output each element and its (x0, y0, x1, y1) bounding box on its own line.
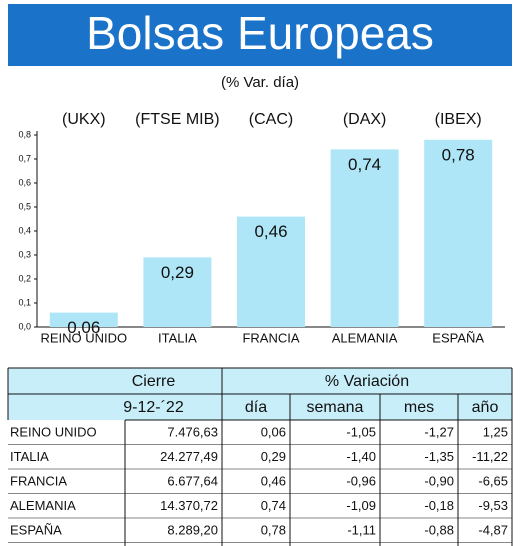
table-cell: -11,22 (472, 449, 508, 464)
table-cell: -9,53 (478, 498, 508, 513)
ticker-label: (DAX) (343, 111, 387, 128)
table-cell: 6.677,64 (167, 474, 218, 489)
x-tick-label: REINO UNIDO (40, 330, 127, 345)
table-cell: 0,29 (261, 449, 286, 464)
value-label: 0,06 (67, 318, 100, 337)
table-cell: -0,90 (424, 474, 454, 489)
y-tick-label: 0,1 (18, 297, 31, 307)
table-cell: -1,40 (346, 449, 376, 464)
row-label: ALEMANIA (10, 498, 76, 513)
table-cell: -1,27 (424, 425, 454, 440)
ticker-label: (IBEX) (435, 111, 482, 128)
bar (424, 139, 493, 327)
table-cell: -1,09 (346, 498, 376, 513)
row-label: ITALIA (10, 449, 49, 464)
y-tick-label: 0,7 (18, 153, 31, 163)
y-tick-label: 0,2 (18, 273, 31, 283)
y-tick-label: 0,3 (18, 249, 31, 259)
bar (143, 257, 212, 327)
table-cell: 1,25 (483, 425, 508, 440)
table-cell: 0,78 (261, 523, 286, 538)
table-column-header: mes (404, 399, 434, 416)
table-cell: 0,46 (261, 474, 286, 489)
y-tick-label: 0,8 (18, 129, 31, 139)
value-label: 0,78 (442, 145, 475, 164)
bar (49, 312, 118, 327)
row-label: ESPAÑA (10, 523, 62, 538)
y-tick-label: 0,6 (18, 177, 31, 187)
table-column-header: año (472, 399, 499, 416)
ticker-label: (UKX) (62, 111, 106, 128)
value-label: 0,46 (254, 222, 287, 241)
table-group-header: Cierre (132, 373, 176, 390)
table-cell: -1,05 (346, 425, 376, 440)
table-cell: 0,74 (261, 498, 286, 513)
table-cell: 8.289,20 (167, 523, 218, 538)
table-column-header: día (245, 399, 267, 416)
table-column-header: 9-12-´22 (123, 399, 184, 416)
table-cell: -1,11 (347, 523, 376, 538)
bar (237, 216, 305, 327)
x-tick-label: ITALIA (158, 330, 197, 345)
y-tick-label: 0,4 (18, 225, 31, 235)
table-cell: 0,06 (261, 425, 286, 440)
table-cell: -0,18 (424, 498, 454, 513)
table-column-header: semana (307, 399, 364, 416)
table-cell: -6,65 (478, 474, 508, 489)
y-tick-label: 0,0 (18, 321, 31, 331)
x-tick-label: FRANCIA (242, 330, 299, 345)
ticker-label: (FTSE MIB) (135, 111, 219, 128)
row-label: REINO UNIDO (10, 425, 97, 440)
bar (330, 149, 399, 327)
table-group-header: % Variación (325, 373, 409, 390)
table-cell: 24.277,49 (160, 449, 218, 464)
table-cell: 7.476,63 (167, 425, 218, 440)
x-tick-label: ESPAÑA (432, 330, 484, 345)
title-banner (8, 4, 512, 66)
table-cell: -4,87 (478, 523, 508, 538)
chart-subtitle: (% Var. día) (221, 74, 299, 91)
table-cell: -1,35 (424, 449, 454, 464)
table-cell: -0,96 (346, 474, 376, 489)
ticker-label: (CAC) (249, 111, 293, 128)
chart-title: Bolsas Europeas (86, 7, 434, 59)
x-tick-label: ALEMANIA (332, 330, 398, 345)
y-tick-label: 0,5 (18, 201, 31, 211)
row-label: FRANCIA (10, 474, 67, 489)
value-label: 0,29 (161, 263, 194, 282)
table-cell: 14.370,72 (160, 498, 218, 513)
table-cell: -0,88 (424, 523, 454, 538)
value-label: 0,74 (348, 155, 381, 174)
